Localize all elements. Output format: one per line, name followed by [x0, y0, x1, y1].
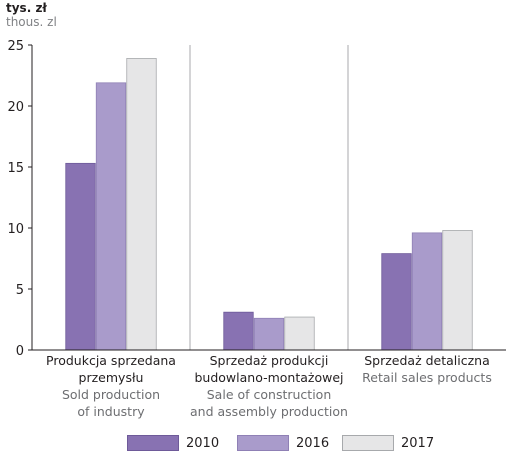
- bar-2017-cat3: [442, 230, 473, 351]
- bar-2010-cat1: [65, 162, 96, 351]
- y-tick-label: 10: [7, 222, 24, 237]
- y-tick-label: 0: [16, 344, 24, 359]
- category-label: Sprzedaż detaliczna Retail sales products: [347, 352, 507, 386]
- category-label-pl: Sprzedaż detaliczna: [364, 353, 490, 368]
- legend-swatch: [237, 435, 289, 451]
- legend-label: 2016: [296, 435, 330, 451]
- category-label: Sprzedaż produkcji budowlano-montażowej Sa…: [189, 352, 349, 420]
- legend-item-2017: 2017: [342, 435, 434, 451]
- unit-label-pl: tys. zł: [6, 1, 47, 15]
- category-label-en: Sold production: [61, 387, 161, 402]
- category-label-pl: Sprzedaż produkcji: [209, 353, 329, 368]
- bar-2010-cat2: [223, 311, 254, 351]
- legend-item-2010: 2010: [127, 435, 219, 451]
- category-label-en: of industry: [77, 404, 145, 419]
- y-tick-label: 5: [16, 283, 24, 298]
- bar-2010-cat3: [381, 253, 412, 351]
- legend-swatch: [342, 435, 394, 451]
- legend-item-2016: 2016: [237, 435, 329, 451]
- category-label-en: and assembly production: [190, 404, 348, 419]
- bar-2017-cat2: [284, 316, 315, 351]
- category-label: Produkcja sprzedana przemysłu Sold product…: [31, 352, 191, 420]
- legend-label: 2010: [186, 435, 220, 451]
- y-tick-label: 20: [7, 100, 24, 115]
- bar-2017-cat1: [126, 58, 157, 351]
- category-label-pl: Produkcja sprzedana: [46, 353, 176, 368]
- y-tick-label: 25: [7, 39, 24, 54]
- category-label-pl: budowlano-montażowej: [194, 370, 344, 385]
- bar-2016-cat1: [95, 82, 127, 351]
- unit-label-en: thous. zl: [6, 15, 57, 29]
- category-label-en: Sale of construction: [206, 387, 332, 402]
- category-label-pl: przemysłu: [78, 370, 144, 385]
- bar-2016-cat2: [253, 317, 285, 351]
- legend-swatch: [127, 435, 179, 451]
- y-tick-label: 15: [7, 161, 24, 176]
- bar-2016-cat3: [411, 232, 443, 351]
- category-label-en: Retail sales products: [362, 370, 492, 385]
- legend-label: 2017: [401, 435, 435, 451]
- legend: 2010 2016 2017: [0, 435, 508, 454]
